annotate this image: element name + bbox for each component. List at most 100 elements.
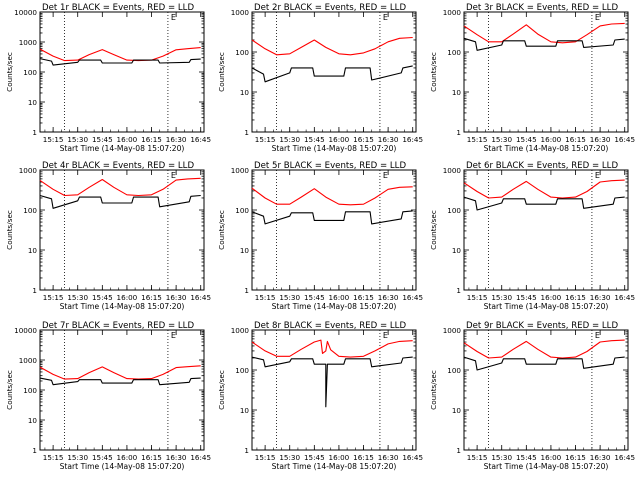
lld-series-line [251, 36, 413, 56]
x-tick-label: 16:30 [166, 453, 187, 462]
x-axis-label: Start Time (14-May-08 15:07:20) [60, 302, 185, 311]
y-tick-label: 1 [244, 286, 249, 295]
x-tick-label: 16:15 [565, 135, 586, 144]
x-tick-label: 16:15 [141, 453, 162, 462]
chart-title: Det 5r BLACK = Events, RED = LLD [254, 161, 406, 171]
x-tick-label: 16:30 [378, 135, 399, 144]
events-series-line [39, 58, 201, 66]
x-tick-label: 16:15 [141, 293, 162, 302]
lld-series-line [39, 177, 201, 197]
y-tick-label: 10000 [14, 326, 37, 335]
chart-panel: Det 4r BLACK = Events, RED = LLD 1 10 100 10… [5, 161, 211, 311]
chart-title: Det 4r BLACK = Events, RED = LLD [42, 161, 194, 171]
x-tick-label: 16:00 [329, 293, 350, 302]
x-tick-label: 15:45 [516, 453, 537, 462]
y-tick-label: 1 [244, 128, 249, 137]
x-tick-label: 16:30 [590, 135, 611, 144]
x-tick-label: 16:15 [353, 453, 374, 462]
x-tick-label: 15:45 [304, 453, 325, 462]
plot-frame [463, 11, 629, 133]
x-tick-label: 16:15 [141, 135, 162, 144]
x-tick-label: 15:30 [67, 453, 88, 462]
y-tick-label: 100 [447, 48, 461, 57]
x-tick-label: 16:15 [353, 293, 374, 302]
x-tick-label: 16:00 [541, 135, 562, 144]
y-tick-label: 1000 [443, 166, 462, 175]
events-series-line [463, 37, 625, 51]
x-tick-label: 16:45 [190, 293, 211, 302]
x-tick-label: 15:15 [43, 453, 64, 462]
chart-title: Det 2r BLACK = Events, RED = LLD [254, 3, 406, 13]
event-marker-label: E [171, 331, 176, 340]
x-axis-label: Start Time (14-May-08 15:07:20) [60, 462, 185, 471]
x-tick-label: 15:15 [255, 293, 276, 302]
x-tick-label: 15:45 [516, 135, 537, 144]
lld-series-line [251, 339, 413, 358]
y-axis-label: Counts/sec [429, 52, 438, 92]
y-tick-label: 10 [452, 406, 462, 415]
y-axis-label: Counts/sec [5, 370, 14, 410]
x-tick-label: 16:45 [190, 135, 211, 144]
x-axis-label: Start Time (14-May-08 15:07:20) [272, 302, 397, 311]
x-tick-label: 15:30 [279, 135, 300, 144]
x-tick-label: 15:15 [467, 453, 488, 462]
y-tick-label: 10 [452, 246, 462, 255]
y-tick-label: 100 [235, 48, 249, 57]
plot-frame [39, 169, 205, 291]
y-tick-label: 10 [240, 88, 250, 97]
x-tick-label: 15:45 [92, 135, 113, 144]
x-tick-label: 16:45 [402, 135, 423, 144]
plot-frame [463, 169, 629, 291]
y-tick-label: 100 [23, 386, 37, 395]
x-axis-label: Start Time (14-May-08 15:07:20) [484, 144, 609, 153]
x-tick-label: 16:30 [378, 293, 399, 302]
events-series-line [251, 356, 413, 408]
chart-panel: Det 7r BLACK = Events, RED = LLD 1 10 100 10… [5, 321, 211, 471]
x-tick-label: 16:45 [614, 293, 635, 302]
events-series-line [251, 210, 413, 225]
x-tick-label: 15:45 [516, 293, 537, 302]
y-tick-label: 100 [235, 366, 249, 375]
events-series-line [463, 196, 625, 211]
x-tick-label: 16:00 [329, 135, 350, 144]
y-tick-label: 1000 [19, 38, 38, 47]
x-tick-label: 16:45 [190, 453, 211, 462]
x-tick-label: 16:45 [402, 453, 423, 462]
y-tick-label: 1000 [231, 166, 250, 175]
y-axis-label: Counts/sec [217, 210, 226, 250]
x-tick-label: 16:00 [117, 135, 138, 144]
x-tick-label: 16:30 [378, 453, 399, 462]
x-tick-label: 15:15 [255, 453, 276, 462]
y-tick-label: 1 [32, 128, 37, 137]
y-tick-label: 10 [28, 246, 38, 255]
x-tick-label: 16:00 [117, 293, 138, 302]
x-tick-label: 16:15 [565, 293, 586, 302]
chart-title: Det 7r BLACK = Events, RED = LLD [42, 321, 194, 331]
y-tick-label: 1 [456, 286, 461, 295]
x-axis-label: Start Time (14-May-08 15:07:20) [272, 462, 397, 471]
y-tick-label: 1000 [443, 326, 462, 335]
x-tick-label: 16:30 [166, 293, 187, 302]
x-tick-label: 15:45 [92, 293, 113, 302]
chart-panel: Det 3r BLACK = Events, RED = LLD 1 10 100 10… [429, 3, 635, 153]
x-axis-label: Start Time (14-May-08 15:07:20) [484, 462, 609, 471]
chart-panel: Det 1r BLACK = Events, RED = LLD 1 10 100 10… [5, 3, 211, 153]
event-marker-label: E [595, 171, 600, 180]
plot-frame [251, 11, 417, 133]
y-tick-label: 10 [28, 416, 38, 425]
events-series-line [463, 356, 625, 371]
x-tick-label: 15:15 [43, 293, 64, 302]
y-tick-label: 1000 [19, 356, 38, 365]
y-tick-label: 1000 [231, 326, 250, 335]
chart-title: Det 9r BLACK = Events, RED = LLD [466, 321, 618, 331]
x-axis-label: Start Time (14-May-08 15:07:20) [484, 302, 609, 311]
y-tick-label: 100 [23, 68, 37, 77]
y-tick-label: 10 [452, 88, 462, 97]
event-marker-label: E [383, 171, 388, 180]
chart-panel: Det 8r BLACK = Events, RED = LLD 1 10 100 10… [217, 321, 423, 471]
y-tick-label: 10000 [14, 8, 37, 17]
x-axis-label: Start Time (14-May-08 15:07:20) [272, 144, 397, 153]
event-marker-label: E [171, 13, 176, 22]
plot-frame [251, 169, 417, 291]
